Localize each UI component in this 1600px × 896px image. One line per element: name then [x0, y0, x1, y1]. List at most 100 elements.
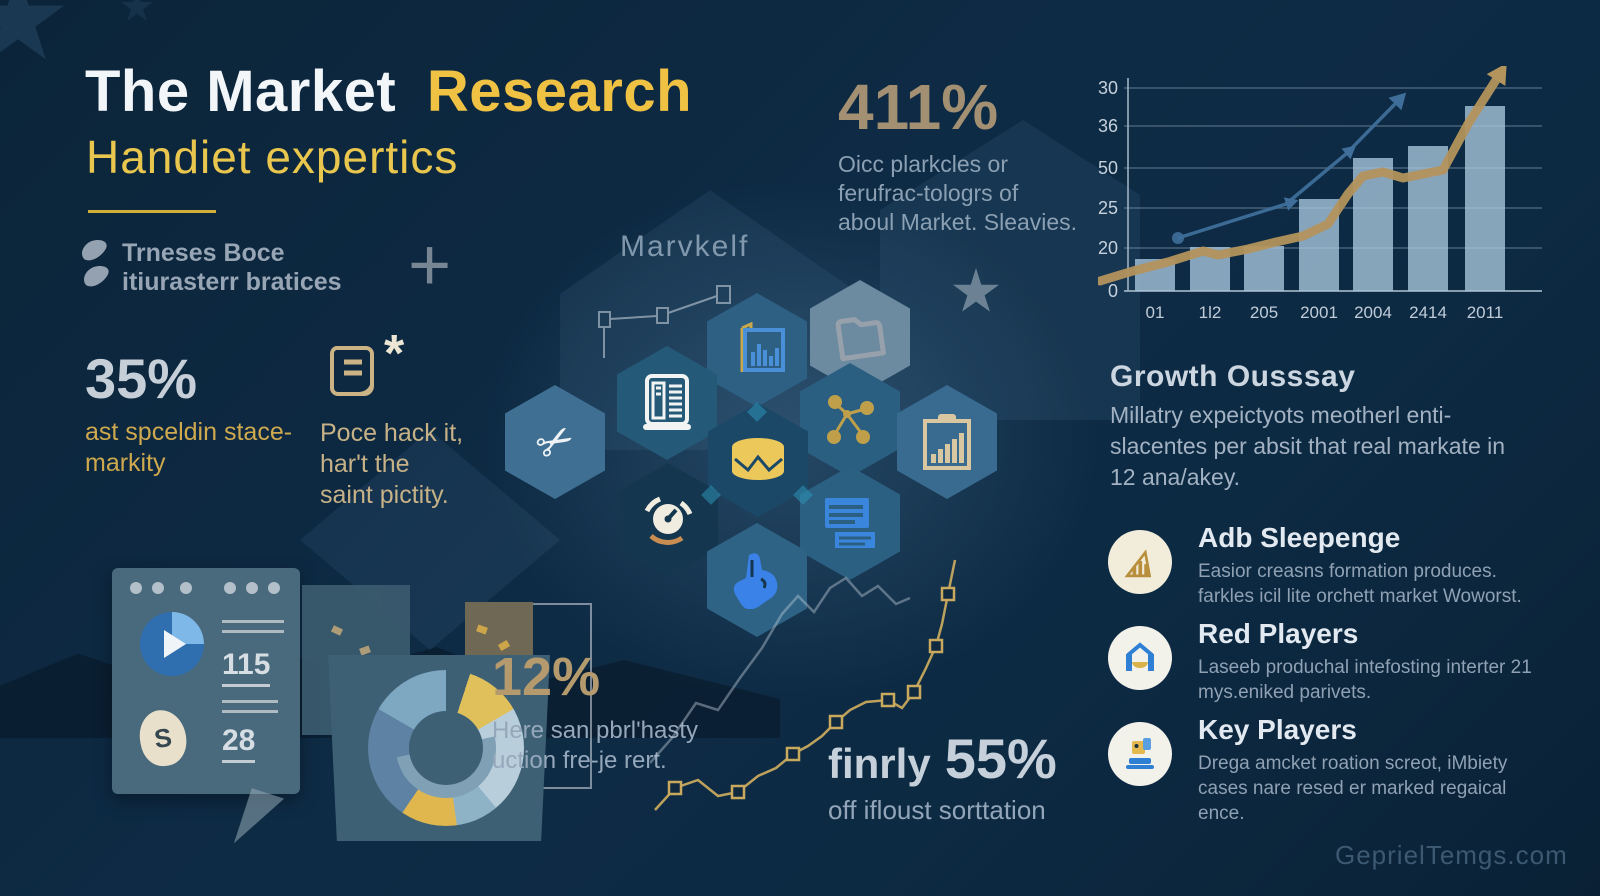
hexagon-tile [707, 293, 807, 407]
text-line [222, 710, 278, 713]
window-dot [224, 582, 236, 594]
svg-text:30: 30 [1098, 78, 1118, 98]
robot-icon [1108, 722, 1172, 786]
list-item: Key Players Drega amcket roation screot,… [1198, 714, 1533, 826]
logo-squiggle-icon [76, 238, 116, 294]
scissors-icon: ✂ [526, 411, 584, 473]
window-dot [180, 582, 192, 594]
window-dot [246, 582, 258, 594]
title-white: The Market [85, 59, 397, 124]
window-dot [130, 582, 142, 594]
dashboard-window: 115 S 28 [112, 568, 300, 794]
node-diagram [595, 278, 770, 363]
page-subtitle: Handiet expertics [86, 131, 459, 183]
title-underline [88, 210, 216, 213]
item-title: Key Players [1198, 714, 1357, 745]
hexagon-tile: ✂ [505, 385, 605, 499]
fan-decoration [233, 788, 285, 854]
title-gold: Research [426, 59, 692, 124]
stat-411-caption: Oicc plarkcles or ferufrac-tologrs of ab… [838, 151, 1078, 235]
stat-55: finrly 55% off ifloust sorttation [828, 726, 1057, 826]
item-title: Red Players [1198, 618, 1359, 649]
text-line [222, 700, 278, 703]
stat-12-value: 12% [492, 647, 601, 707]
stat-12-caption: Here san pbrl'hasty uction fre-je rert. [492, 717, 699, 774]
svg-text:01: 01 [1146, 303, 1165, 322]
item-desc: Laseeb produchal intefosting interter 21… [1198, 657, 1532, 703]
hexagon-tile [618, 463, 718, 577]
database-icon [732, 438, 784, 480]
doc-note: Poce hack it, har't the saint pictity. [320, 419, 464, 509]
text-line [222, 630, 284, 633]
stat-55-caption: off ifloust sorttation [828, 795, 1046, 825]
hexagon-tile [800, 363, 900, 477]
svg-text:0: 0 [1108, 281, 1118, 301]
hexagon-tile [708, 403, 808, 517]
brand-tagline: Trneses Boce itiurasterr bratices [122, 239, 342, 297]
stat-411: 411% Oicc plarkcles or ferufrac-tologrs … [838, 70, 1077, 237]
stat-35: 35% ast spceldin stace- markity [85, 346, 292, 479]
growth-bars-icon [1108, 530, 1172, 594]
hexagon-tile [810, 280, 910, 394]
item-title: Adb Sleepenge [1198, 522, 1401, 553]
watermark: GeprielTemgs.com [1335, 840, 1568, 870]
money-bag-icon: S [136, 707, 190, 769]
document-asterisk-icon: * [322, 325, 404, 406]
svg-text:2414: 2414 [1409, 303, 1447, 322]
clipboard-chart-icon [923, 414, 971, 470]
svg-text:2011: 2011 [1467, 303, 1504, 322]
svg-text:20: 20 [1098, 238, 1118, 258]
marvkelf-label: Marvkelf [620, 230, 750, 263]
house-icon [1108, 626, 1172, 690]
stat-35-caption: ast spceldin stace- markity [85, 418, 293, 477]
server-icon [643, 374, 691, 430]
dashboard-stat2: 28 [222, 724, 256, 763]
brand-line2: itiurasterr bratices [122, 268, 342, 296]
folder-icon [835, 317, 886, 362]
hand-icon [733, 553, 778, 609]
plus-decoration: + [408, 223, 452, 306]
star-icon [120, 0, 154, 21]
stat-12: 12% Here san pbrl'hasty uction fre-je re… [492, 646, 698, 776]
donut-hole [408, 710, 484, 786]
growth-chart: 30 36 50 25 20 0 01 1l2 205 2001 2004 2414 2011 [1098, 66, 1542, 322]
hexagon-tile [800, 466, 900, 580]
donut-chart [368, 670, 524, 826]
page-title: The Market Research [85, 58, 692, 125]
currency-symbol: S [152, 721, 174, 754]
text-line [222, 620, 284, 623]
window-dot [152, 582, 164, 594]
svg-text:205: 205 [1250, 303, 1278, 322]
trend-step-chart [650, 559, 957, 811]
stat-55-prefix: finrly [828, 740, 931, 787]
svg-text:36: 36 [1098, 116, 1118, 136]
asterisk-glyph: * [384, 325, 405, 383]
hexagon-tile [897, 385, 997, 499]
svg-text:2004: 2004 [1354, 303, 1392, 322]
growth-heading: Growth Ousssay [1110, 360, 1356, 393]
svg-text:25: 25 [1098, 198, 1118, 218]
svg-text:2001: 2001 [1300, 303, 1338, 322]
network-icon [827, 395, 874, 444]
star-icon [0, 0, 65, 60]
item-desc: Drega amcket roation screot, iMbiety cas… [1198, 753, 1508, 824]
hexagon-tile [617, 346, 717, 460]
stat-411-value: 411% [838, 71, 999, 143]
gauge-icon [644, 496, 693, 545]
item-desc: Easior creasns formation produces. farkl… [1198, 561, 1522, 607]
stat-55-value: 55% [944, 727, 1057, 790]
hexagon-tile [707, 523, 807, 637]
list-item: Red Players Laseeb produchal intefosting… [1198, 618, 1533, 705]
svg-text:50: 50 [1098, 158, 1118, 178]
dashboard-stat1: 115 [222, 648, 271, 687]
brand-line1: Trneses Boce [122, 239, 285, 267]
window-dot [268, 582, 280, 594]
documents-icon [825, 498, 875, 548]
list-item: Adb Sleepenge Easior creasns formation p… [1198, 522, 1533, 609]
growth-body: Millatry expeictyots meotherl enti-slace… [1110, 402, 1506, 490]
svg-text:1l2: 1l2 [1199, 303, 1222, 322]
stat-35-value: 35% [85, 347, 198, 410]
play-icon [140, 612, 204, 676]
chart-document-icon [740, 322, 785, 372]
